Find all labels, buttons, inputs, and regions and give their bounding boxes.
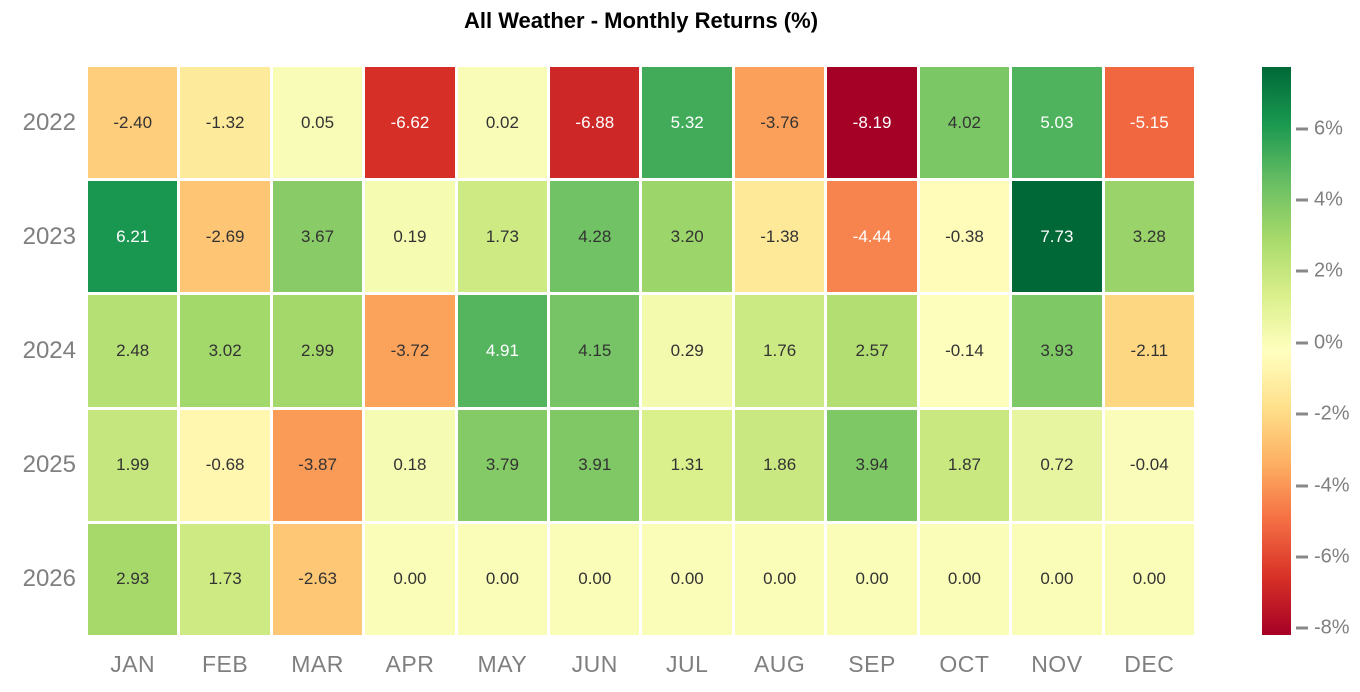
month-label-OCT: OCT: [939, 650, 990, 677]
colorbar: [1262, 67, 1291, 635]
heatmap-cell-2024-OCT: -0.14: [919, 295, 1010, 407]
heatmap-cell-2025-AUG: 1.86: [734, 409, 825, 521]
heatmap-cell-2024-JUN: 4.15: [550, 295, 640, 407]
heatmap-cell-2023-FEB: -2.69: [180, 181, 270, 293]
heatmap-cell-2023-JUN: 4.28: [550, 181, 640, 293]
heatmap-cell-2023-DEC: 3.28: [1104, 181, 1194, 293]
heatmap-cell-2024-SEP: 2.57: [827, 295, 917, 407]
month-label-SEP: SEP: [848, 650, 896, 677]
heatmap-cell-2022-JUL: 5.32: [642, 67, 732, 179]
heatmap-grid: -2.40 -1.32 0.05 -6.62 0.02 -6.88 5.32 -3.76 -8.…: [88, 67, 1194, 635]
heatmap-cell-2023-JAN: 6.21: [88, 181, 178, 293]
heatmap-cell-2025-MAY: 3.79: [457, 409, 548, 521]
heatmap-cell-2026-JAN: 2.93: [88, 523, 178, 635]
heatmap-cell-2025-JAN: 1.99: [88, 409, 178, 521]
colorbar-tick-label-0%: 0%: [1314, 331, 1343, 354]
heatmap-cell-2023-AUG: -1.38: [734, 181, 825, 293]
heatmap-cell-2026-AUG: 0.00: [734, 523, 825, 635]
colorbar-tick-label-2%: 2%: [1314, 259, 1343, 282]
colorbar-tick-label-6%: 6%: [1314, 117, 1343, 140]
year-label-2025: 2025: [22, 451, 76, 479]
month-label-JUN: JUN: [571, 650, 618, 677]
year-label-2026: 2026: [22, 565, 76, 593]
heatmap-cell-2026-OCT: 0.00: [919, 523, 1010, 635]
heatmap-cell-2025-MAR: -3.87: [272, 409, 363, 521]
colorbar-tick-mark: [1296, 127, 1308, 131]
heatmap-cell-2023-NOV: 7.73: [1012, 181, 1102, 293]
heatmap-cell-2022-OCT: 4.02: [919, 67, 1010, 179]
heatmap-cell-2024-APR: -3.72: [365, 295, 455, 407]
colorbar-tick-label--8%: -8%: [1314, 616, 1350, 639]
heatmap-cell-2024-JAN: 2.48: [88, 295, 178, 407]
heatmap-cell-2026-SEP: 0.00: [827, 523, 917, 635]
heatmap-cell-2022-AUG: -3.76: [734, 67, 825, 179]
year-label-2024: 2024: [22, 336, 76, 364]
month-label-FEB: FEB: [202, 650, 249, 677]
heatmap-cell-2026-APR: 0.00: [365, 523, 455, 635]
x-axis-month-labels: JAN FEB MAR APR MAY JUN JUL AUG SEP OCT NOV DEC: [88, 644, 1194, 684]
heatmap-cell-2023-OCT: -0.38: [919, 181, 1010, 293]
chart-title: All Weather - Monthly Returns (%): [463, 8, 819, 33]
heatmap-cell-2022-JUN: -6.88: [550, 67, 640, 179]
heatmap-cell-2026-FEB: 1.73: [180, 523, 270, 635]
colorbar-ticks: 6% 4% 2% 0% -2% -4% -6% -8%: [1262, 67, 1360, 639]
heatmap-cell-2025-NOV: 0.72: [1012, 409, 1102, 521]
heatmap-cell-2025-SEP: 3.94: [827, 409, 917, 521]
heatmap-cell-2024-MAR: 2.99: [272, 295, 363, 407]
month-label-APR: APR: [385, 650, 435, 677]
heatmap-cell-2022-DEC: -5.15: [1104, 67, 1194, 179]
year-label-2023: 2023: [22, 222, 76, 250]
heatmap-cell-2026-DEC: 0.00: [1104, 523, 1194, 635]
heatmap-cell-2026-NOV: 0.00: [1012, 523, 1102, 635]
heatmap-cell-2022-MAR: 0.05: [272, 67, 363, 179]
heatmap-cell-2023-APR: 0.19: [365, 181, 455, 293]
heatmap-cell-2026-MAY: 0.00: [457, 523, 548, 635]
heatmap-cell-2024-JUL: 0.29: [642, 295, 732, 407]
colorbar-tick-label--4%: -4%: [1314, 474, 1350, 496]
heatmap-cell-2023-MAY: 1.73: [457, 181, 548, 293]
heatmap-cell-2026-MAR: -2.63: [272, 523, 363, 635]
heatmap-cell-2025-APR: 0.18: [365, 409, 455, 521]
heatmap-cell-2023-MAR: 3.67: [272, 181, 363, 293]
heatmap-cell-2026-JUN: 0.00: [550, 523, 640, 635]
heatmap-cell-2025-JUL: 1.31: [642, 409, 732, 521]
colorbar-tick-mark: [1296, 198, 1308, 202]
colorbar-tick-label--2%: -2%: [1314, 402, 1350, 425]
month-label-MAR: MAR: [291, 650, 344, 677]
heatmap-cell-2025-OCT: 1.87: [919, 409, 1010, 521]
heatmap-cell-2025-JUN: 3.91: [550, 409, 640, 521]
heatmap-cell-2024-MAY: 4.91: [457, 295, 548, 407]
month-label-JAN: JAN: [110, 650, 156, 677]
heatmap-cell-2022-FEB: -1.32: [180, 67, 270, 179]
colorbar-tick-label--6%: -6%: [1314, 545, 1350, 568]
colorbar-tick-label-4%: 4%: [1314, 188, 1343, 211]
year-label-2022: 2022: [22, 108, 76, 136]
month-label-NOV: NOV: [1031, 650, 1083, 677]
colorbar-tick-mark: [1296, 341, 1308, 345]
heatmap-cell-2024-AUG: 1.76: [734, 295, 825, 407]
heatmap-cell-2022-MAY: 0.02: [457, 67, 548, 179]
colorbar-tick-mark: [1296, 412, 1308, 416]
y-axis-year-labels: 2022 2023 2024 2025 2026: [0, 67, 76, 635]
colorbar-tick-mark: [1296, 269, 1308, 273]
heatmap-cell-2023-SEP: -4.44: [827, 181, 917, 293]
heatmap-cell-2022-NOV: 5.03: [1012, 67, 1102, 179]
heatmap-cell-2025-DEC: -0.04: [1104, 409, 1194, 521]
month-label-AUG: AUG: [753, 650, 806, 677]
heatmap-cell-2024-NOV: 3.93: [1012, 295, 1102, 407]
colorbar-tick-mark: [1296, 626, 1308, 630]
heatmap-cell-2026-JUL: 0.00: [642, 523, 732, 635]
colorbar-tick-mark: [1296, 555, 1308, 559]
heatmap-cell-2022-APR: -6.62: [365, 67, 455, 179]
heatmap-cell-2025-FEB: -0.68: [180, 409, 270, 521]
colorbar-tick-mark: [1296, 484, 1308, 487]
month-label-MAY: MAY: [477, 650, 528, 677]
month-label-JUL: JUL: [665, 650, 709, 677]
heatmap-cell-2022-SEP: -8.19: [827, 67, 917, 179]
month-label-DEC: DEC: [1124, 650, 1175, 677]
heatmap-cell-2022-JAN: -2.40: [88, 67, 178, 179]
heatmap-cell-2023-JUL: 3.20: [642, 181, 732, 293]
heatmap-cell-2024-FEB: 3.02: [180, 295, 270, 407]
heatmap-cell-2024-DEC: -2.11: [1104, 295, 1194, 407]
